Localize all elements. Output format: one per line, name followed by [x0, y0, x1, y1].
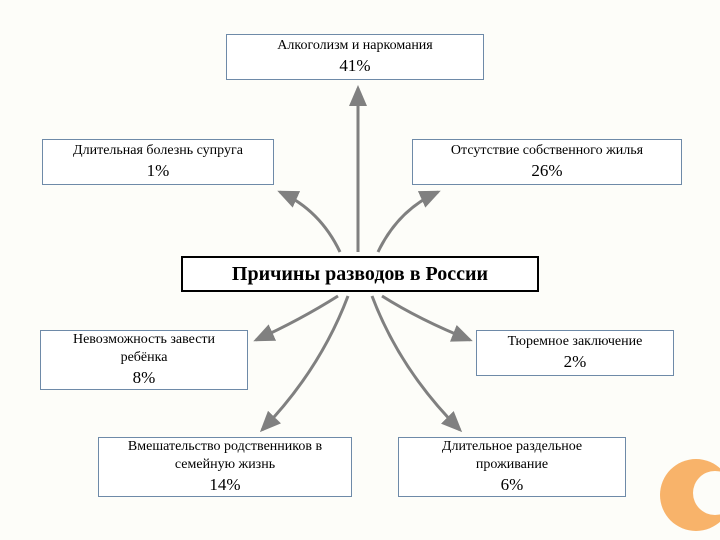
node-bottom-right-value: 6%: [501, 474, 524, 496]
node-right-lower: Тюремное заключение 2%: [476, 330, 674, 376]
node-right-lower-label: Тюремное заключение: [508, 333, 643, 351]
node-bottom-left: Вмешательство родственников в семейную ж…: [98, 437, 352, 497]
node-left-lower: Невозможность завести ребёнка 8%: [40, 330, 248, 390]
node-left-upper-label: Длительная болезнь супруга: [73, 142, 243, 160]
node-right-lower-value: 2%: [564, 351, 587, 373]
node-bottom-left-value: 14%: [209, 474, 240, 496]
node-top-value: 41%: [339, 55, 370, 77]
node-left-upper: Длительная болезнь супруга 1%: [42, 139, 274, 185]
node-right-upper: Отсутствие собственного жилья 26%: [412, 139, 682, 185]
node-top-label: Алкоголизм и наркомания: [277, 37, 433, 55]
node-bottom-left-label: Вмешательство родственников в семейную ж…: [107, 438, 343, 474]
node-right-upper-label: Отсутствие собственного жилья: [451, 142, 643, 160]
center-title-box: Причины разводов в России: [181, 256, 539, 292]
node-right-upper-value: 26%: [531, 160, 562, 182]
node-left-upper-value: 1%: [147, 160, 170, 182]
node-left-lower-value: 8%: [133, 367, 156, 389]
node-bottom-right-label: Длительное раздельное проживание: [407, 438, 617, 474]
node-bottom-right: Длительное раздельное проживание 6%: [398, 437, 626, 497]
node-left-lower-label: Невозможность завести ребёнка: [49, 331, 239, 367]
center-title-text: Причины разводов в России: [232, 263, 488, 286]
node-top: Алкоголизм и наркомания 41%: [226, 34, 484, 80]
